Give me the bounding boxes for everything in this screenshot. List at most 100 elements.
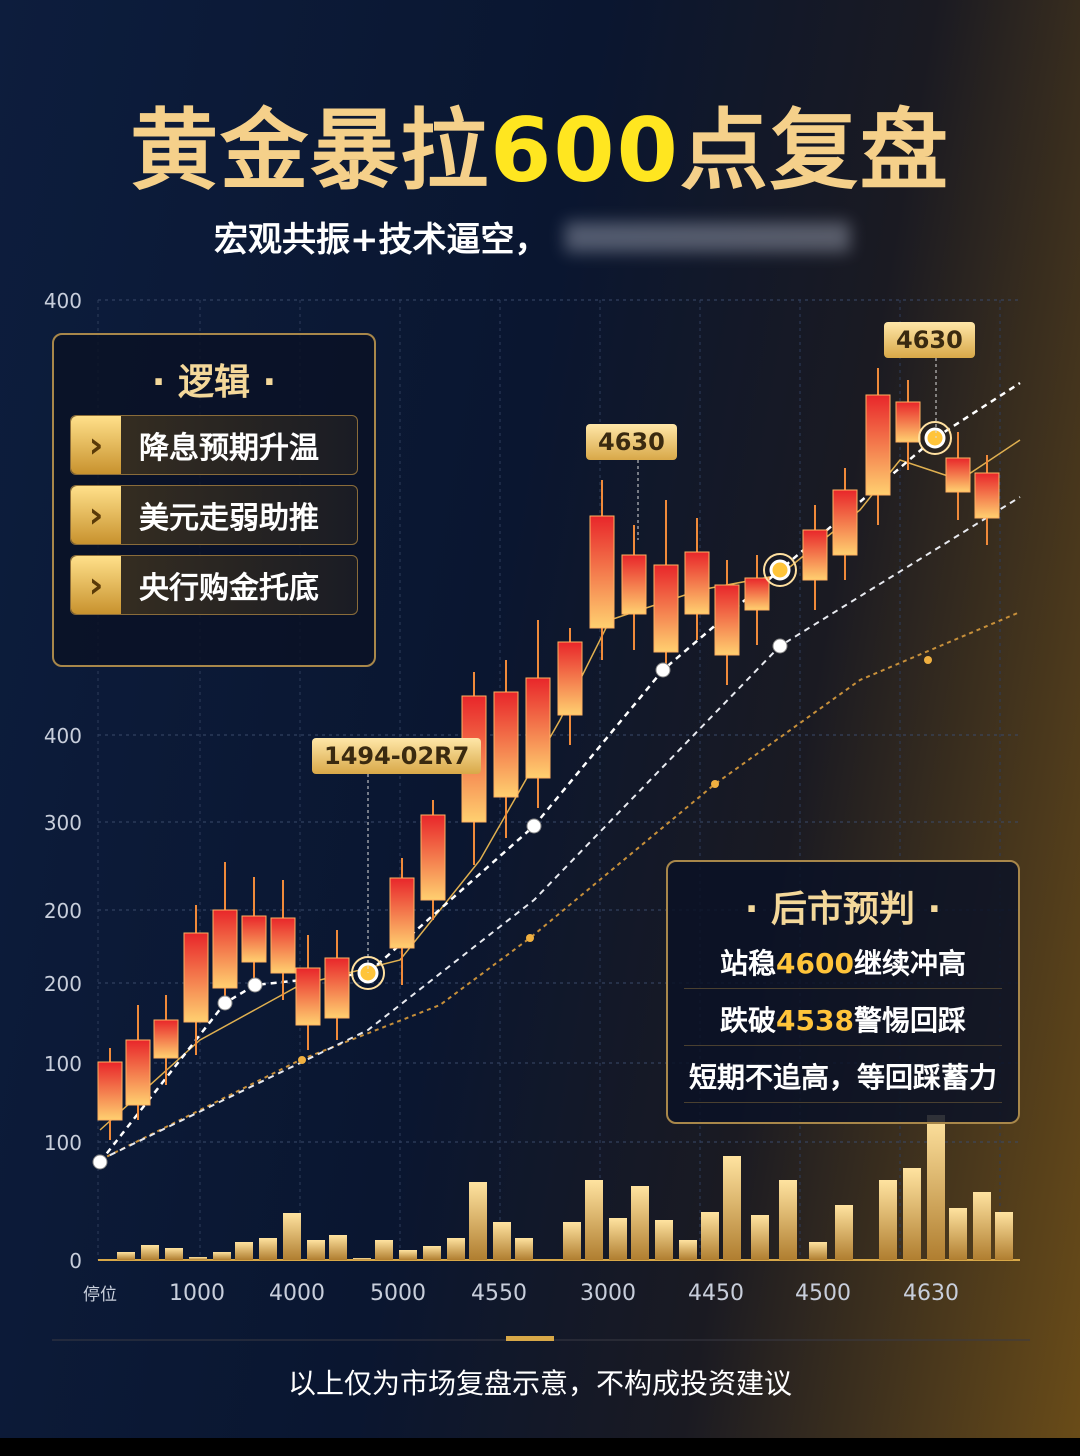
point — [526, 934, 534, 942]
candle-body — [153, 1019, 179, 1059]
divider-accent — [506, 1336, 554, 1341]
logic-item: › 降息预期升温 — [70, 415, 358, 475]
volume-bar — [283, 1213, 301, 1260]
x-axis-label: 1000 — [169, 1281, 225, 1306]
candle-body — [389, 877, 415, 949]
title-part: 点复盘 — [679, 99, 950, 202]
volume-bar — [751, 1215, 769, 1260]
candle-body — [621, 554, 647, 615]
volume-bar — [447, 1238, 465, 1260]
y-axis-label: 100 — [44, 1131, 82, 1155]
volume-bar — [329, 1235, 347, 1260]
candle-body — [589, 515, 615, 629]
volume-bar — [141, 1245, 159, 1260]
forecast-box: · 后市预判 · 站稳4600继续冲高 跌破4538警惕回踩 短期不追高，等回踩蓄力 — [666, 860, 1020, 1124]
logic-item: › 央行购金托底 — [70, 555, 358, 615]
candle-body — [97, 1061, 123, 1121]
x-axis-label: 4550 — [471, 1281, 527, 1306]
y-axis-label: 100 — [44, 1052, 82, 1076]
volume-bar — [927, 1115, 945, 1260]
title: 黄金暴拉600点复盘 — [0, 80, 1080, 207]
volume-bar — [809, 1242, 827, 1260]
volume-bar — [701, 1212, 719, 1260]
volume-bar — [165, 1248, 183, 1260]
point — [711, 780, 719, 788]
ring — [918, 421, 952, 455]
forecast-number: 4538 — [776, 1004, 854, 1037]
forecast-text: 继续冲高 — [853, 947, 966, 980]
point — [769, 559, 791, 581]
y-axis-label: 400 — [44, 724, 82, 748]
candle-body — [974, 472, 1000, 519]
y-axis-label: 0 — [69, 1249, 82, 1273]
blurred-text — [565, 222, 850, 252]
x-axis-label: 4500 — [795, 1281, 851, 1306]
footer: 以上仅为市场复盘示意，不构成投资建议 — [287, 1367, 792, 1400]
point — [247, 977, 263, 993]
point — [655, 662, 671, 678]
point — [217, 995, 233, 1011]
volume-bar — [375, 1240, 393, 1260]
volume-bar — [563, 1222, 581, 1260]
candle-body — [557, 641, 583, 716]
candle-body — [865, 394, 891, 496]
point — [298, 1056, 306, 1064]
trend-line — [99, 496, 1021, 1161]
forecast-heading: 后市预判 — [770, 889, 915, 930]
candle-body — [832, 489, 858, 556]
forecast-item: 站稳4600继续冲高 — [684, 940, 1002, 989]
volume-bar — [723, 1156, 741, 1260]
forecast-text: 站稳 — [720, 947, 777, 980]
subtitle: 宏观共振+技术逼空， — [214, 220, 549, 260]
candle-body — [684, 551, 710, 615]
volume-bar — [235, 1242, 253, 1260]
callout: 4630 — [586, 424, 677, 460]
candle-body — [714, 584, 740, 656]
volume-bar — [117, 1252, 135, 1260]
chevron: › — [71, 416, 121, 474]
candle-body — [324, 957, 350, 1019]
volume-bar — [213, 1252, 231, 1260]
volume-bar — [469, 1182, 487, 1260]
candle-body — [895, 401, 921, 443]
point — [92, 1154, 108, 1170]
x-axis-label: 4000 — [269, 1281, 325, 1306]
forecast-text: 警惕回踩 — [853, 1004, 966, 1037]
candle-body — [270, 917, 296, 974]
volume-bar — [259, 1238, 277, 1260]
volume-bar — [493, 1222, 511, 1260]
candle-body — [945, 457, 971, 493]
point — [924, 656, 932, 664]
y-axis-label: 300 — [44, 811, 82, 835]
candle-body — [420, 814, 446, 901]
logic-item: › 美元走弱助推 — [70, 485, 358, 545]
title-part: 黄金暴拉 — [130, 99, 491, 202]
forecast-item: 跌破4538警惕回踩 — [684, 997, 1002, 1046]
y-axis-label: 200 — [44, 972, 82, 996]
candle-body — [525, 677, 551, 779]
volume-bar — [423, 1246, 441, 1260]
y-axis-label: 400 — [44, 289, 82, 313]
volume-bar — [903, 1168, 921, 1260]
candle-body — [653, 564, 679, 653]
volume-bar — [585, 1180, 603, 1260]
forecast-text: 跌破 — [720, 1004, 777, 1037]
x-axis-label: 5000 — [370, 1281, 426, 1306]
chevron: › — [71, 556, 121, 614]
logic-text: 降息预期升温 — [139, 431, 319, 466]
ring — [763, 553, 797, 587]
candle-body — [125, 1039, 151, 1106]
logic-heading: 逻辑 — [177, 362, 250, 403]
volume-bar — [631, 1186, 649, 1260]
candle-body — [802, 529, 828, 581]
x-axis-label: 3000 — [580, 1281, 636, 1306]
candle-body — [241, 915, 267, 963]
candle-body — [493, 691, 519, 798]
point — [772, 638, 788, 654]
x-axis-label: 4450 — [688, 1281, 744, 1306]
volume-bar — [307, 1240, 325, 1260]
logic-text: 央行购金托底 — [139, 571, 319, 606]
volume-bar — [515, 1238, 533, 1260]
